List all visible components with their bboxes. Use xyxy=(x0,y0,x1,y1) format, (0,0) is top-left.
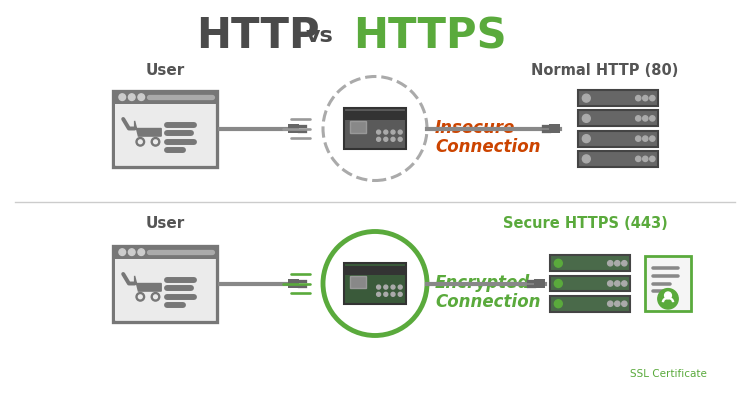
Circle shape xyxy=(554,259,562,267)
Circle shape xyxy=(152,138,160,146)
Circle shape xyxy=(376,292,380,296)
Circle shape xyxy=(154,295,158,299)
Circle shape xyxy=(608,301,613,307)
FancyBboxPatch shape xyxy=(578,131,658,147)
Circle shape xyxy=(136,292,145,301)
Circle shape xyxy=(643,156,648,162)
Circle shape xyxy=(635,156,641,162)
FancyBboxPatch shape xyxy=(344,266,406,275)
Circle shape xyxy=(376,285,380,289)
Circle shape xyxy=(384,130,388,134)
Circle shape xyxy=(138,94,145,100)
Circle shape xyxy=(139,140,142,144)
Circle shape xyxy=(376,130,380,134)
FancyBboxPatch shape xyxy=(344,263,406,304)
FancyBboxPatch shape xyxy=(288,124,299,133)
Polygon shape xyxy=(134,121,161,136)
Circle shape xyxy=(608,281,613,286)
FancyBboxPatch shape xyxy=(548,124,560,133)
Polygon shape xyxy=(134,276,161,291)
Circle shape xyxy=(650,156,655,162)
FancyBboxPatch shape xyxy=(112,91,218,167)
Circle shape xyxy=(128,94,135,100)
Circle shape xyxy=(554,300,562,308)
Circle shape xyxy=(139,295,142,299)
Circle shape xyxy=(615,301,620,307)
Circle shape xyxy=(635,116,641,121)
FancyBboxPatch shape xyxy=(112,245,218,259)
Circle shape xyxy=(384,138,388,141)
Circle shape xyxy=(119,94,125,100)
Circle shape xyxy=(650,136,655,141)
Circle shape xyxy=(643,95,648,101)
Text: SSL Certificate: SSL Certificate xyxy=(629,369,706,379)
FancyBboxPatch shape xyxy=(578,110,658,126)
Circle shape xyxy=(398,285,402,289)
Circle shape xyxy=(615,281,620,286)
Circle shape xyxy=(643,136,648,141)
FancyBboxPatch shape xyxy=(550,255,629,271)
Circle shape xyxy=(582,155,590,163)
Circle shape xyxy=(391,285,395,289)
Circle shape xyxy=(391,130,395,134)
Circle shape xyxy=(128,249,135,255)
FancyBboxPatch shape xyxy=(112,91,218,104)
FancyBboxPatch shape xyxy=(533,279,545,288)
FancyBboxPatch shape xyxy=(344,108,406,149)
Circle shape xyxy=(635,136,641,141)
Text: Insecure: Insecure xyxy=(435,119,515,137)
Text: User: User xyxy=(146,216,184,230)
FancyBboxPatch shape xyxy=(115,259,215,320)
Circle shape xyxy=(622,281,627,286)
Text: HTTPS: HTTPS xyxy=(353,15,507,57)
Text: Encrypted: Encrypted xyxy=(435,274,530,292)
Circle shape xyxy=(622,301,627,307)
Circle shape xyxy=(658,288,678,309)
Circle shape xyxy=(650,116,655,121)
Circle shape xyxy=(643,116,648,121)
Text: vs: vs xyxy=(306,26,334,46)
Circle shape xyxy=(582,114,590,123)
FancyBboxPatch shape xyxy=(350,121,366,133)
Circle shape xyxy=(152,292,160,301)
Text: Connection: Connection xyxy=(435,138,541,156)
Text: HTTP: HTTP xyxy=(196,15,320,57)
Circle shape xyxy=(136,138,145,146)
Circle shape xyxy=(384,292,388,296)
Circle shape xyxy=(582,94,590,102)
Circle shape xyxy=(664,292,671,299)
FancyBboxPatch shape xyxy=(350,276,366,288)
Text: Connection: Connection xyxy=(435,293,541,311)
Circle shape xyxy=(398,292,402,296)
Circle shape xyxy=(582,135,590,143)
Text: User: User xyxy=(146,63,184,78)
Circle shape xyxy=(391,292,395,296)
Circle shape xyxy=(376,138,380,141)
Circle shape xyxy=(398,130,402,134)
Circle shape xyxy=(650,95,655,101)
FancyBboxPatch shape xyxy=(644,256,692,311)
FancyBboxPatch shape xyxy=(344,112,406,121)
Circle shape xyxy=(635,95,641,101)
FancyBboxPatch shape xyxy=(550,275,629,292)
Circle shape xyxy=(554,279,562,288)
Circle shape xyxy=(138,249,145,255)
Text: Secure HTTPS (443): Secure HTTPS (443) xyxy=(503,216,668,230)
Circle shape xyxy=(615,260,620,266)
Circle shape xyxy=(398,138,402,141)
FancyBboxPatch shape xyxy=(288,279,299,288)
FancyBboxPatch shape xyxy=(115,104,215,165)
FancyBboxPatch shape xyxy=(550,296,629,312)
FancyBboxPatch shape xyxy=(578,90,658,106)
Circle shape xyxy=(119,249,125,255)
FancyBboxPatch shape xyxy=(112,245,218,322)
FancyBboxPatch shape xyxy=(578,151,658,167)
Circle shape xyxy=(154,140,158,144)
Text: Normal HTTP (80): Normal HTTP (80) xyxy=(531,63,679,78)
Circle shape xyxy=(384,285,388,289)
Circle shape xyxy=(391,138,395,141)
Circle shape xyxy=(608,260,613,266)
Circle shape xyxy=(622,260,627,266)
